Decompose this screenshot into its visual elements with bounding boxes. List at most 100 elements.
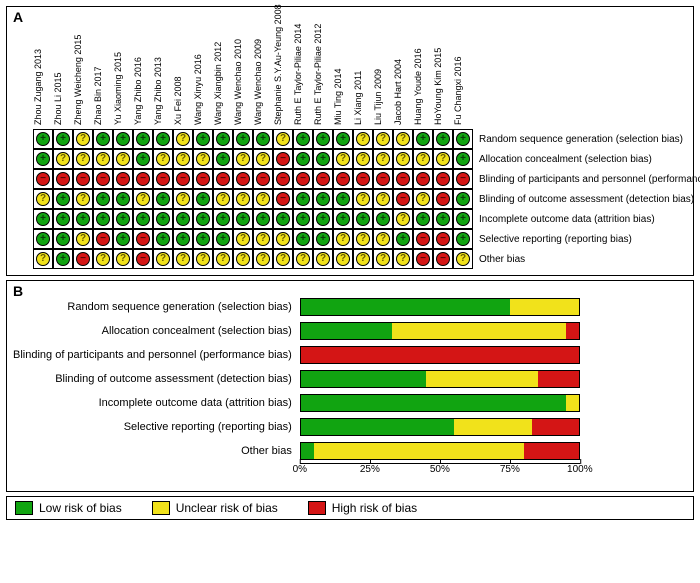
unclear-icon: ?: [216, 192, 230, 206]
high-swatch-icon: [308, 501, 326, 515]
matrix-cell: +: [113, 129, 133, 149]
unclear-icon: ?: [276, 252, 290, 266]
matrix-cell: ?: [353, 249, 373, 269]
unclear-icon: ?: [356, 232, 370, 246]
low-icon: +: [256, 132, 270, 146]
unclear-icon: ?: [256, 232, 270, 246]
matrix-cell: ?: [373, 129, 393, 149]
domain-labels: Random sequence generation (selection bi…: [479, 19, 700, 269]
study-header: Yu Xiaoming 2015: [113, 19, 133, 129]
unclear-icon: ?: [356, 252, 370, 266]
unclear-segment: [314, 442, 524, 460]
high-icon: −: [436, 172, 450, 186]
unclear-icon: ?: [416, 192, 430, 206]
matrix-cell: +: [313, 189, 333, 209]
low-icon: +: [116, 192, 130, 206]
low-icon: +: [296, 152, 310, 166]
matrix-cell: +: [453, 129, 473, 149]
low-icon: +: [376, 212, 390, 226]
legend-label: Low risk of bias: [39, 501, 122, 515]
low-icon: +: [316, 132, 330, 146]
matrix-cell: ?: [353, 229, 373, 249]
matrix-cell: +: [193, 229, 213, 249]
matrix-cell: −: [413, 169, 433, 189]
bar-labels: Random sequence generation (selection bi…: [13, 295, 292, 485]
matrix-cell: −: [453, 169, 473, 189]
matrix-cell: −: [153, 169, 173, 189]
matrix-cell: +: [313, 129, 333, 149]
matrix-cell: +: [333, 129, 353, 149]
unclear-icon: ?: [376, 192, 390, 206]
unclear-swatch-icon: [152, 501, 170, 515]
matrix-cell: ?: [393, 249, 413, 269]
unclear-icon: ?: [356, 192, 370, 206]
matrix-cell: +: [153, 209, 173, 229]
high-icon: −: [96, 232, 110, 246]
unclear-icon: ?: [396, 212, 410, 226]
study-name: Yu Xiaoming 2015: [113, 52, 123, 125]
matrix-cell: ?: [333, 149, 353, 169]
axis-tick: 75%: [500, 464, 520, 475]
matrix-cell: ?: [393, 129, 413, 149]
high-icon: −: [416, 252, 430, 266]
matrix-cell: ?: [353, 149, 373, 169]
matrix-cell: −: [93, 229, 113, 249]
low-segment: [300, 394, 566, 412]
matrix-cell: ?: [233, 149, 253, 169]
matrix-cell: ?: [173, 129, 193, 149]
high-icon: −: [56, 172, 70, 186]
matrix-cell: +: [293, 229, 313, 249]
low-icon: +: [56, 252, 70, 266]
domain-label: Allocation concealment (selection bias): [479, 149, 700, 169]
high-icon: −: [216, 172, 230, 186]
matrix-cell: −: [433, 249, 453, 269]
low-icon: +: [56, 212, 70, 226]
study-header: Yang Zhibo 2016: [133, 19, 153, 129]
low-icon: +: [436, 132, 450, 146]
unclear-icon: ?: [236, 152, 250, 166]
high-icon: −: [156, 172, 170, 186]
unclear-icon: ?: [416, 152, 430, 166]
matrix-cell: +: [193, 189, 213, 209]
matrix-cell: +: [33, 229, 53, 249]
matrix-cell: −: [413, 249, 433, 269]
high-icon: −: [136, 232, 150, 246]
unclear-icon: ?: [396, 132, 410, 146]
matrix-cell: ?: [373, 229, 393, 249]
low-icon: +: [196, 132, 210, 146]
high-icon: −: [36, 172, 50, 186]
low-icon: +: [336, 212, 350, 226]
matrix-cell: +: [33, 149, 53, 169]
low-icon: +: [416, 212, 430, 226]
matrix-cell: ?: [393, 209, 413, 229]
study-name: Jacob Hart 2004: [393, 59, 403, 125]
matrix-cell: ?: [73, 229, 93, 249]
low-icon: +: [456, 132, 470, 146]
unclear-segment: [566, 394, 580, 412]
matrix-cell: +: [433, 129, 453, 149]
low-icon: +: [456, 212, 470, 226]
matrix-cell: +: [173, 229, 193, 249]
matrix-cell: ?: [273, 229, 293, 249]
matrix-cell: −: [333, 169, 353, 189]
matrix-cell: ?: [373, 189, 393, 209]
matrix-cell: +: [93, 209, 113, 229]
study-name: Liu Tijun 2009: [373, 69, 383, 125]
high-segment: [532, 418, 580, 436]
study-name: Zhou Zugang 2013: [33, 49, 43, 125]
matrix-cell: ?: [53, 149, 73, 169]
unclear-segment: [392, 322, 566, 340]
matrix-cell: ?: [213, 249, 233, 269]
matrix-cell: +: [213, 149, 233, 169]
unclear-icon: ?: [376, 252, 390, 266]
matrix-cell: −: [273, 189, 293, 209]
matrix-cell: ?: [413, 189, 433, 209]
low-icon: +: [196, 212, 210, 226]
unclear-icon: ?: [376, 132, 390, 146]
matrix-cell: +: [213, 229, 233, 249]
matrix-cell: ?: [433, 149, 453, 169]
matrix-cell: +: [373, 209, 393, 229]
matrix-cell: +: [113, 229, 133, 249]
matrix-cell: ?: [113, 249, 133, 269]
matrix-cell: +: [193, 129, 213, 149]
